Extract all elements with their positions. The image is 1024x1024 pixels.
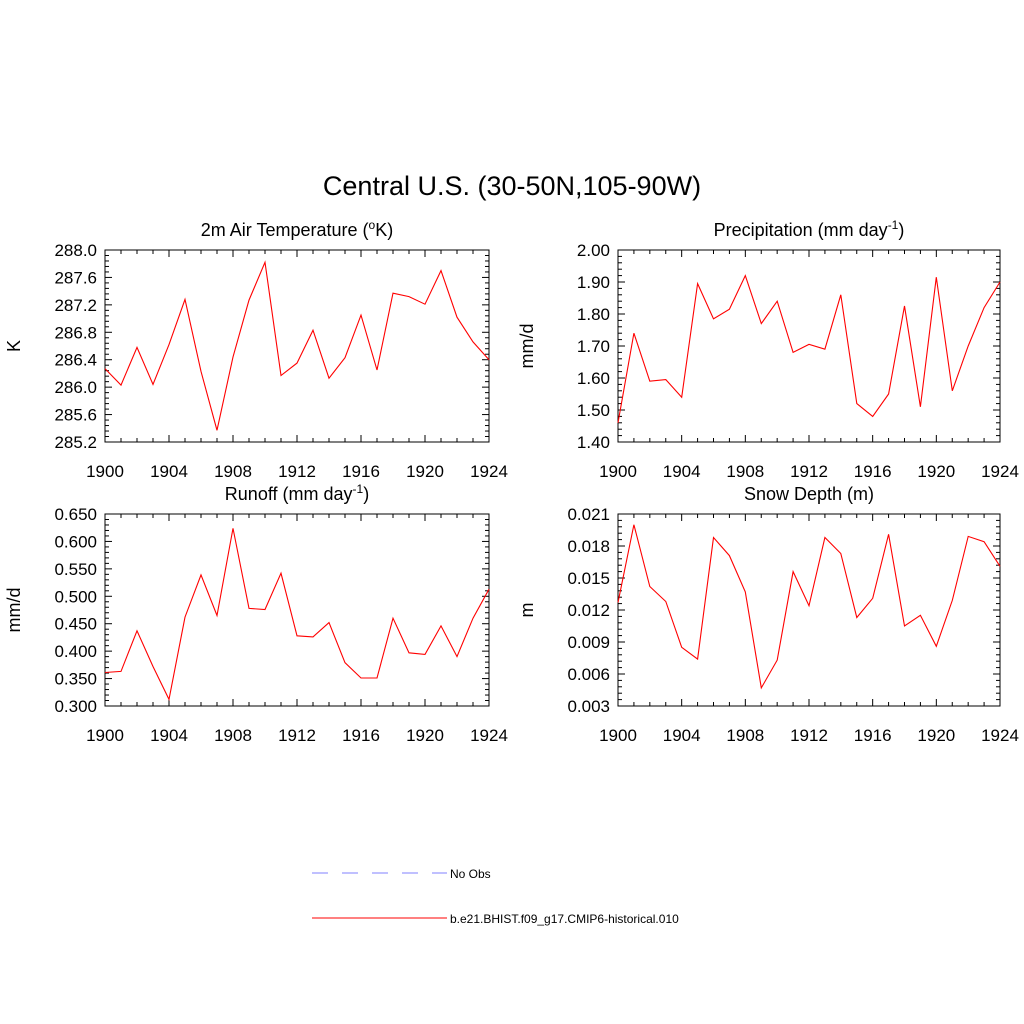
plot-frame [617,249,1001,443]
x-tick-label: 1912 [790,726,828,745]
y-axis-label: K [4,340,24,352]
x-tick-label: 1900 [86,726,124,745]
y-tick-label: 1.90 [577,273,610,292]
y-tick-label: 1.40 [577,433,610,452]
panel-title: Precipitation (mm day-1) [714,218,905,240]
panel-title: 2m Air Temperature (oK) [201,218,393,240]
series-line-1 [617,524,1001,690]
x-tick-label: 1900 [599,462,637,481]
series-line-1 [104,260,490,431]
x-tick-label: 1920 [406,726,444,745]
x-tick-label: 1912 [278,726,316,745]
legend-label-2: b.e21.BHIST.f09_g17.CMIP6-historical.010 [450,912,679,926]
x-tick-label: 1904 [150,726,188,745]
chart-panel-3: Runoff (mm day-1) mm/d 0.300 0.350 0.400 0.45… [4,482,508,745]
y-tick-label: 0.600 [54,532,97,551]
x-tick-label: 1904 [663,726,701,745]
y-tick-label: 0.021 [567,505,610,524]
x-tick-label: 1912 [790,462,828,481]
figure-title: Central U.S. (30-50N,105-90W) [323,171,701,201]
x-tick-label: 1924 [470,726,508,745]
y-axis-label: m [517,603,537,618]
x-tick-label: 1916 [342,462,380,481]
y-tick-label: 1.80 [577,305,610,324]
y-tick-label: 2.00 [577,241,610,260]
y-tick-label: 0.550 [54,560,97,579]
y-tick-label: 286.0 [54,378,97,397]
legend: No Obs b.e21.BHIST.f09_g17.CMIP6-historic… [312,867,679,926]
chart-panel-2: Precipitation (mm day-1) mm/d 1.40 1.50 1.60… [517,218,1019,481]
x-tick-label: 1924 [470,462,508,481]
y-tick-label: 0.450 [54,615,97,634]
series-line-1 [104,528,490,702]
x-tick-label: 1900 [599,726,637,745]
chart-panel-1: 2m Air Temperature (oK) K 285.2 285.6 286.0 2… [4,218,508,481]
x-tick-label: 1916 [342,726,380,745]
legend-label-1: No Obs [450,867,491,881]
y-axis-label: mm/d [4,588,24,633]
y-tick-label: 286.8 [54,323,97,342]
y-tick-label: 1.50 [577,401,610,420]
panel-title: Snow Depth (m) [744,484,874,504]
y-tick-label: 0.650 [54,505,97,524]
chart-panel-4: Snow Depth (m) m 0.003 0.006 0.009 0.012 0.015… [517,484,1019,745]
x-tick-label: 1916 [854,462,892,481]
plot-frame [104,513,490,707]
x-tick-label: 1920 [406,462,444,481]
x-tick-label: 1908 [214,726,252,745]
y-tick-label: 1.60 [577,369,610,388]
x-tick-label: 1900 [86,462,124,481]
y-tick-label: 0.500 [54,587,97,606]
y-tick-label: 0.006 [567,665,610,684]
y-tick-label: 1.70 [577,337,610,356]
x-tick-label: 1904 [663,462,701,481]
y-tick-label: 288.0 [54,241,97,260]
x-tick-label: 1920 [917,726,955,745]
y-axis-label: mm/d [517,324,537,369]
y-tick-label: 286.4 [54,351,97,370]
plot-frame [104,249,490,443]
y-tick-label: 0.009 [567,633,610,652]
y-tick-label: 287.2 [54,296,97,315]
x-tick-label: 1924 [981,726,1019,745]
x-tick-label: 1908 [214,462,252,481]
y-tick-label: 0.018 [567,537,610,556]
x-tick-label: 1908 [726,726,764,745]
y-tick-label: 285.2 [54,433,97,452]
x-tick-label: 1920 [917,462,955,481]
y-tick-label: 0.003 [567,697,610,716]
panel-title: Runoff (mm day-1) [225,482,369,504]
y-tick-label: 0.350 [54,670,97,689]
y-tick-label: 0.015 [567,569,610,588]
x-tick-label: 1904 [150,462,188,481]
y-tick-label: 0.400 [54,642,97,661]
series-line-1 [617,274,1001,423]
x-tick-label: 1912 [278,462,316,481]
plot-frame [617,513,1001,707]
y-tick-label: 0.300 [54,697,97,716]
y-tick-label: 287.6 [54,268,97,287]
chart-panels: 2m Air Temperature (oK) K 285.2 285.6 286.0 2… [4,218,1019,745]
x-tick-label: 1908 [726,462,764,481]
y-tick-label: 285.6 [54,406,97,425]
x-tick-label: 1924 [981,462,1019,481]
x-tick-label: 1916 [854,726,892,745]
y-tick-label: 0.012 [567,601,610,620]
